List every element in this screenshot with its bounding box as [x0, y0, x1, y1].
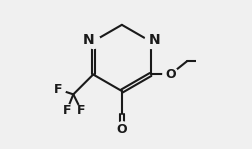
Text: F: F	[77, 104, 86, 117]
Text: O: O	[116, 123, 127, 136]
Text: N: N	[149, 33, 161, 47]
Text: N: N	[83, 33, 95, 47]
Text: F: F	[62, 104, 71, 117]
Text: F: F	[54, 83, 63, 96]
Text: O: O	[165, 68, 176, 81]
